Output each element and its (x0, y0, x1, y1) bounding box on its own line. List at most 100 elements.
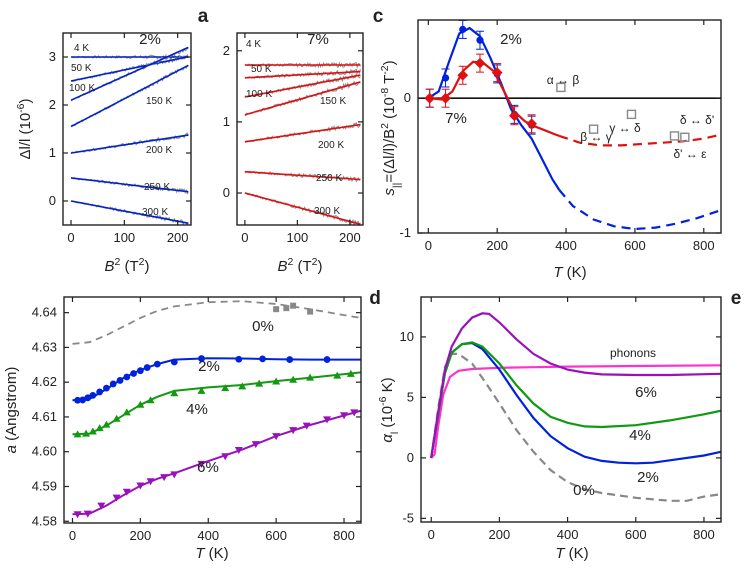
data-point (170, 389, 179, 397)
y-tick-label: 2 (223, 43, 230, 58)
data-point (273, 306, 280, 313)
y-axis-label: a (Angstrom) (3, 367, 20, 454)
data-point (103, 384, 110, 392)
x-tick-label: 200 (486, 238, 508, 253)
panel-label: a (198, 6, 209, 27)
plot-area (430, 312, 721, 502)
x-tick-label: 100 (113, 230, 135, 245)
fit-line (244, 192, 361, 225)
series-label: 4% (629, 427, 651, 444)
data-point (83, 510, 92, 518)
data-point (136, 400, 145, 408)
series-label: 0% (573, 482, 595, 499)
data-point (116, 377, 124, 384)
extrapolation-curve (558, 133, 721, 147)
data-point (289, 375, 298, 383)
x-tick-label: 200 (130, 528, 152, 543)
data-point (170, 471, 179, 479)
data-point (143, 364, 151, 371)
data-point (82, 429, 91, 437)
data-point (289, 427, 298, 435)
curve (430, 341, 721, 465)
data-point (136, 482, 145, 490)
data-point (130, 370, 137, 377)
transition-label: β ↔ γ (580, 130, 612, 144)
curve (430, 341, 721, 459)
transition-label: γ ↔ δ (609, 121, 641, 135)
transition-marker (680, 132, 690, 142)
data-point (272, 433, 281, 441)
data-point (146, 396, 155, 404)
data-point (96, 388, 104, 396)
axes-frame (236, 32, 364, 226)
panel-e: 0 200 400 600 800 -5 0 5 10 phonons 6% 4% 2% 0% e T (K)… (377, 288, 741, 562)
data-point (112, 494, 121, 502)
series-label: 300 K (314, 206, 340, 217)
data-point (302, 422, 311, 430)
x-tick-label: 600 (265, 528, 287, 543)
data-point (122, 408, 131, 416)
fit-curve (72, 357, 361, 402)
data-point (476, 36, 484, 44)
series-label-2pct: 2% (500, 31, 522, 48)
curve (430, 364, 721, 459)
data-point (283, 305, 290, 312)
y-tick-label: 3 (49, 49, 56, 64)
data-point (123, 373, 131, 381)
x-tick-label: 0 (425, 238, 432, 253)
y-tick-label: 10 (400, 329, 414, 344)
data-point (136, 367, 144, 375)
fit-curve (72, 300, 361, 345)
data-point (102, 420, 111, 428)
panel-label: d (369, 288, 381, 309)
annotation: 2% (139, 31, 161, 48)
y-tick-label: 0 (223, 185, 230, 200)
y-tick-label: 1 (223, 114, 230, 129)
transition-marker (669, 131, 680, 141)
data-point (491, 67, 503, 78)
x-tick-label: 600 (624, 238, 646, 253)
fit-line (244, 70, 361, 79)
y-tick-label: 1 (49, 145, 56, 160)
series-label: 200 K (318, 140, 344, 151)
series-label: 100 K (246, 89, 272, 100)
y-tick-label: 0 (407, 450, 414, 465)
fit-line (244, 81, 361, 116)
data-point (74, 396, 81, 404)
transition-marker (626, 109, 637, 120)
panel-a: 0 100 200 0 1 2 3 4 K 50 K 100 K 150 K 200 K 250 K 30… (15, 6, 209, 275)
x-tick-label: 200 (339, 230, 361, 245)
x-tick-label: 400 (197, 528, 219, 543)
fit-line (70, 64, 189, 128)
series-label: 300 K (142, 207, 168, 218)
data-point (170, 358, 178, 366)
axes-frame (417, 19, 722, 234)
data-point (112, 414, 121, 422)
panel-label: e (731, 288, 742, 309)
x-tick-label: 800 (333, 528, 355, 543)
series-label: 2% (198, 358, 220, 375)
data-point (79, 396, 87, 404)
data-point (474, 57, 486, 69)
fit-line (70, 55, 189, 82)
data-point (286, 356, 294, 363)
data-point (259, 355, 266, 363)
data-point (198, 355, 205, 362)
series-label: 250 K (144, 182, 170, 193)
y-tick-label: 4.60 (32, 444, 57, 459)
series-label: 150 K (320, 96, 346, 107)
data-point (84, 394, 92, 402)
data-point (221, 384, 230, 392)
transition-marker (556, 82, 566, 93)
y-tick-label: -5 (402, 510, 414, 525)
x-tick-label: 400 (555, 238, 577, 253)
data-point (160, 474, 169, 482)
transition-label: δ' ↔ ε (674, 147, 708, 161)
data-point (459, 25, 467, 34)
data-point (89, 391, 97, 399)
series-label: 50 K (71, 63, 92, 74)
fit-line (244, 123, 361, 143)
data-point (307, 308, 314, 315)
fit-line (70, 177, 189, 193)
data-point (73, 511, 82, 519)
